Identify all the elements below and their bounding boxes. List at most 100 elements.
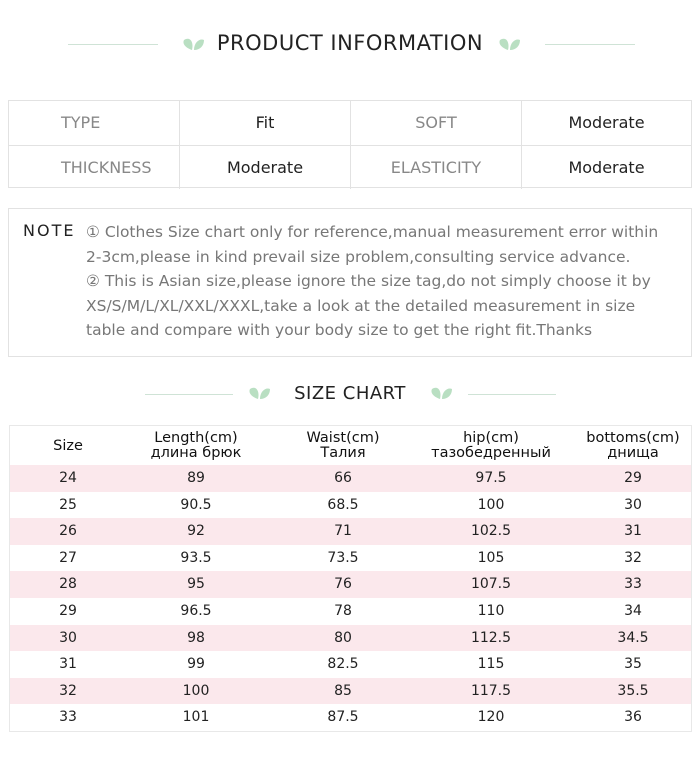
- table-cell: 101: [182, 709, 210, 726]
- header-label: Size: [53, 438, 83, 454]
- table-cell: 92: [187, 523, 205, 540]
- divider: [68, 44, 158, 45]
- header-sub: длина брюк: [150, 445, 242, 461]
- table-cell: 117.5: [470, 682, 512, 699]
- table-cell: 95: [187, 576, 205, 593]
- column-header: Size: [53, 439, 83, 454]
- table-cell: 80: [334, 629, 352, 646]
- table-cell: 97.5: [475, 470, 507, 486]
- leaf-icon: [499, 38, 520, 50]
- table-cell: 100: [477, 496, 505, 513]
- size-table: Size Length(cm) длина брюк Waist(cm) Талия hi…: [9, 425, 692, 732]
- table-cell: 66: [334, 470, 352, 486]
- table-cell: 120: [477, 709, 505, 726]
- table-row: 26 92 71 102.5 31: [10, 518, 691, 545]
- table-cell: 36: [624, 709, 642, 726]
- table-cell: 24: [59, 470, 77, 486]
- info-value: Moderate: [521, 145, 691, 189]
- table-row: 25 90.5 68.5 100 30: [10, 492, 691, 519]
- table-cell: 29: [59, 603, 77, 619]
- info-label: THICKNESS: [9, 145, 179, 189]
- table-cell: 102.5: [470, 523, 512, 540]
- info-value: Moderate: [521, 101, 691, 145]
- table-cell: 107.5: [470, 576, 512, 593]
- table-cell: 85: [334, 682, 352, 699]
- table-cell: 26: [59, 523, 77, 540]
- leaf-icon: [183, 38, 204, 50]
- table-cell: 35: [624, 656, 642, 673]
- table-cell: 34.5: [617, 629, 649, 646]
- table-cell: 32: [59, 682, 77, 699]
- divider: [545, 44, 635, 45]
- table-cell: 31: [59, 656, 77, 673]
- section-title: SIZE CHART: [294, 383, 406, 404]
- info-label: TYPE: [61, 113, 101, 132]
- table-cell: 25: [59, 496, 77, 513]
- info-label: SOFT: [350, 101, 521, 145]
- header-sub: Талия: [320, 445, 366, 461]
- table-cell: 29: [624, 470, 642, 486]
- table-cell: 93.5: [180, 549, 212, 566]
- table-cell: 33: [59, 709, 77, 726]
- table-cell: 76: [334, 576, 352, 593]
- column-header: bottoms(cm) днища: [586, 431, 679, 461]
- table-row: 24 89 66 97.5 29: [10, 465, 691, 492]
- table-cell: 33: [624, 576, 642, 593]
- table-cell: 110: [477, 603, 505, 619]
- table-cell: 115: [477, 656, 505, 673]
- table-row: 27 93.5 73.5 105 32: [10, 545, 691, 572]
- note-text: ① Clothes Size chart only for reference,…: [86, 220, 676, 343]
- divider: [468, 394, 556, 395]
- header-sub: днища: [607, 445, 659, 461]
- table-cell: 71: [334, 523, 352, 540]
- table-cell: 78: [334, 603, 352, 619]
- table-cell: 112.5: [470, 629, 512, 646]
- table-cell: 31: [624, 523, 642, 540]
- header-label: bottoms(cm): [586, 430, 680, 446]
- column-header: Length(cm) длина брюк: [151, 431, 242, 461]
- table-row: 30 98 80 112.5 34.5: [10, 624, 691, 652]
- leaf-icon: [249, 387, 270, 399]
- note-box: NOTE ① Clothes Size chart only for refer…: [8, 208, 692, 357]
- table-cell: 98: [187, 629, 205, 646]
- header-label: Length(cm): [154, 430, 238, 446]
- table-row: 33 101 87.5 120 36: [10, 704, 691, 731]
- page-title: PRODUCT INFORMATION: [216, 31, 484, 55]
- table-cell: 30: [624, 496, 642, 513]
- table-cell: 34: [624, 603, 642, 619]
- info-value: Fit: [179, 101, 350, 145]
- table-cell: 99: [187, 656, 205, 673]
- table-cell: 35.5: [617, 682, 649, 699]
- table-cell: 28: [59, 576, 77, 593]
- header-label: hip(cm): [463, 430, 519, 446]
- table-row: 32 100 85 117.5 35.5: [10, 677, 691, 705]
- table-cell: 32: [624, 549, 642, 566]
- table-row: 29 96.5 78 110 34: [10, 598, 691, 625]
- table-cell: 105: [477, 549, 505, 566]
- note-item: ② This is Asian size,please ignore the s…: [86, 272, 651, 339]
- table-cell: 27: [59, 549, 77, 566]
- header-label: Waist(cm): [306, 430, 380, 446]
- info-table: TYPE Fit SOFT Moderate THICKNESS Moderate ELAS…: [8, 100, 692, 189]
- info-label: ELASTICITY: [350, 145, 521, 189]
- table-cell: 82.5: [327, 656, 359, 673]
- info-value: Moderate: [179, 145, 350, 189]
- table-cell: 100: [182, 682, 210, 699]
- column-header: hip(cm) тазобедренный: [431, 431, 551, 461]
- header-sub: тазобедренный: [431, 445, 551, 461]
- column-header: Waist(cm) Талия: [307, 431, 380, 461]
- table-cell: 89: [187, 470, 205, 486]
- table-cell: 68.5: [327, 496, 359, 513]
- table-cell: 90.5: [180, 496, 212, 513]
- table-row: 31 99 82.5 115 35: [10, 651, 691, 678]
- note-label: NOTE: [23, 221, 76, 240]
- note-item: ① Clothes Size chart only for reference,…: [86, 223, 659, 266]
- divider: [145, 394, 233, 395]
- table-cell: 73.5: [327, 549, 359, 566]
- leaf-icon: [431, 387, 452, 399]
- table-cell: 87.5: [327, 709, 359, 726]
- table-cell: 96.5: [180, 603, 212, 619]
- table-cell: 30: [59, 629, 77, 646]
- table-row: 28 95 76 107.5 33: [10, 571, 691, 598]
